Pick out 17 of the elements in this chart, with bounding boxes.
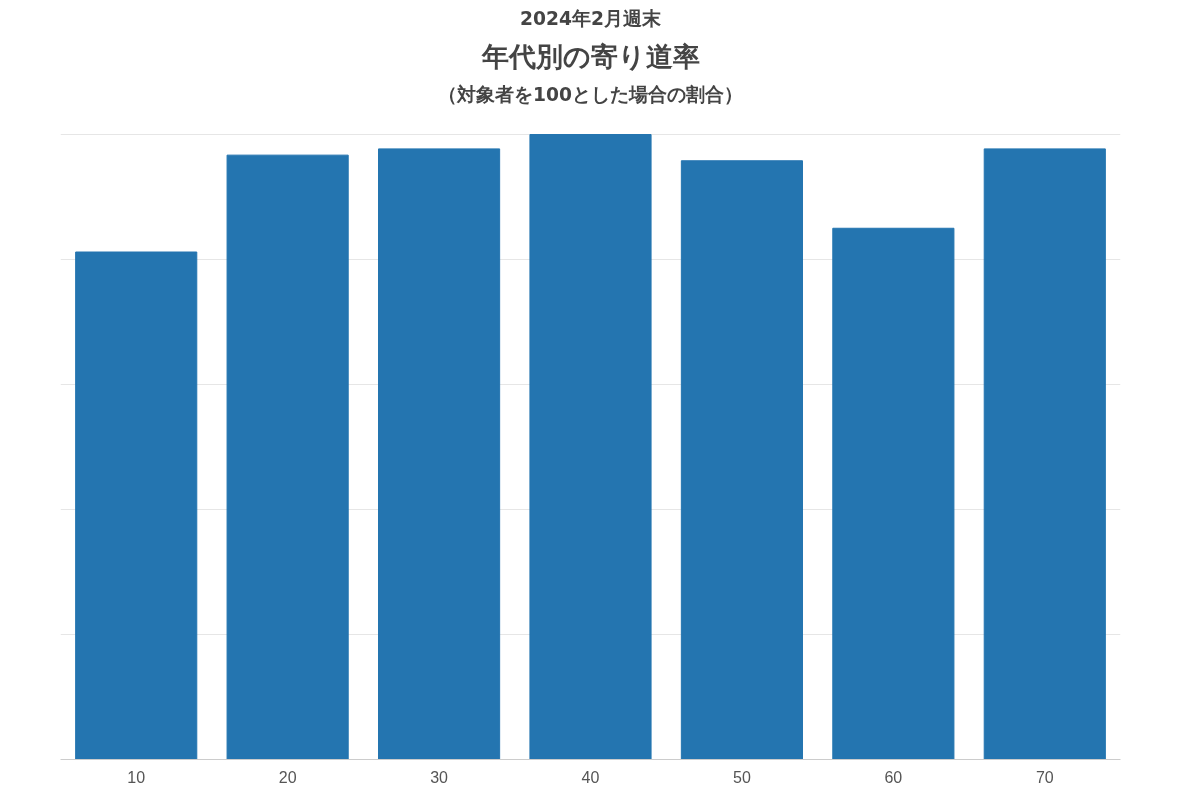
x-tick-label: 60 [884,768,903,786]
chart-title: 年代別の寄り道率 [480,40,700,72]
bar [529,134,652,760]
bar [378,148,501,760]
x-tick-label: 30 [430,768,449,786]
bar [226,154,349,760]
text: 2024年2月週末 [520,7,662,29]
x-tick-label: 70 [1035,768,1054,786]
bar [832,227,955,760]
bar [75,251,198,760]
x-tick-label: 10 [127,768,146,786]
x-tick-label: 50 [733,768,751,786]
x-tick-label: 40 [581,768,600,786]
bar [680,160,803,760]
bar [983,148,1106,760]
x-tick-label: 20 [278,768,297,786]
chart-subtitle: （対象者を100とした場合の割合） [438,83,743,105]
